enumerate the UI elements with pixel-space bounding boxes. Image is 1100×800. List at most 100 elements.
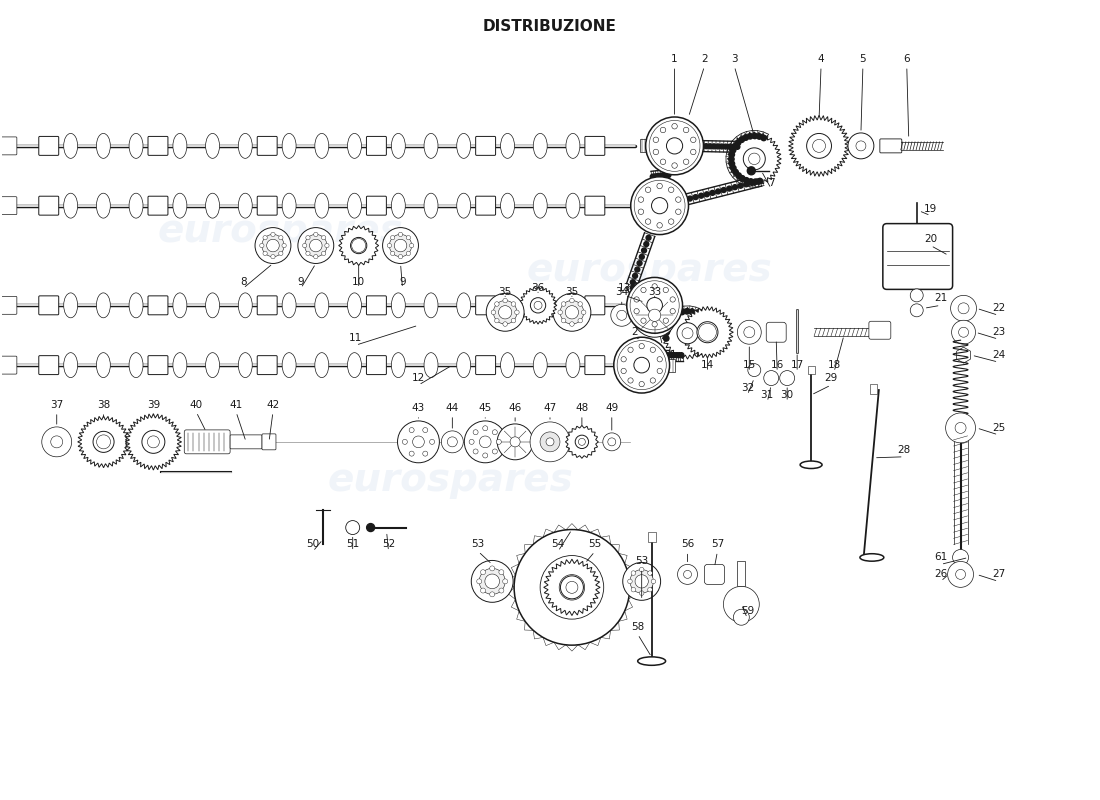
Circle shape — [736, 173, 741, 178]
Circle shape — [394, 239, 407, 252]
Circle shape — [668, 322, 672, 327]
Circle shape — [712, 144, 716, 149]
Circle shape — [702, 326, 713, 338]
Ellipse shape — [173, 194, 187, 218]
Circle shape — [664, 322, 670, 327]
Circle shape — [652, 284, 658, 289]
Circle shape — [142, 430, 165, 454]
Ellipse shape — [206, 194, 220, 218]
Circle shape — [473, 449, 478, 454]
Polygon shape — [957, 347, 970, 363]
Ellipse shape — [129, 293, 143, 318]
Circle shape — [730, 166, 736, 171]
Ellipse shape — [392, 194, 405, 218]
Circle shape — [646, 235, 651, 240]
Circle shape — [561, 302, 565, 306]
Circle shape — [946, 413, 976, 443]
Circle shape — [495, 318, 499, 323]
Circle shape — [481, 588, 485, 593]
Bar — [640, 139, 674, 152]
FancyBboxPatch shape — [262, 434, 276, 450]
Circle shape — [648, 587, 652, 592]
Circle shape — [749, 153, 760, 165]
Ellipse shape — [206, 134, 220, 158]
Text: 51: 51 — [346, 539, 360, 550]
Circle shape — [321, 251, 326, 255]
Circle shape — [503, 579, 508, 584]
FancyBboxPatch shape — [585, 196, 605, 215]
Circle shape — [486, 294, 524, 331]
Text: 49: 49 — [605, 403, 618, 413]
FancyBboxPatch shape — [585, 137, 605, 155]
Circle shape — [490, 592, 495, 597]
Ellipse shape — [500, 134, 515, 158]
Text: 23: 23 — [992, 327, 1005, 338]
Circle shape — [565, 306, 579, 319]
Text: 35: 35 — [498, 287, 512, 298]
Circle shape — [498, 306, 512, 319]
Circle shape — [724, 586, 759, 622]
FancyBboxPatch shape — [257, 137, 277, 155]
Circle shape — [734, 610, 749, 626]
Text: eurospares: eurospares — [527, 251, 772, 290]
Circle shape — [649, 309, 661, 322]
Polygon shape — [578, 525, 590, 532]
Circle shape — [947, 562, 974, 587]
Circle shape — [403, 439, 407, 444]
Circle shape — [638, 300, 642, 306]
Circle shape — [623, 562, 661, 600]
Ellipse shape — [282, 293, 296, 318]
Polygon shape — [789, 115, 849, 177]
Circle shape — [641, 318, 646, 323]
Circle shape — [412, 436, 425, 448]
Text: 29: 29 — [824, 373, 837, 383]
Text: 55: 55 — [588, 539, 602, 550]
Circle shape — [707, 144, 713, 149]
Circle shape — [704, 144, 708, 149]
Circle shape — [663, 326, 669, 331]
Circle shape — [639, 382, 645, 386]
FancyBboxPatch shape — [475, 137, 496, 155]
Circle shape — [397, 421, 439, 462]
Circle shape — [670, 297, 675, 302]
Circle shape — [739, 175, 745, 181]
Circle shape — [635, 574, 648, 588]
Ellipse shape — [97, 194, 110, 218]
Circle shape — [736, 140, 741, 146]
Circle shape — [540, 555, 604, 619]
Text: 38: 38 — [97, 400, 110, 410]
Circle shape — [409, 451, 415, 456]
Polygon shape — [534, 536, 543, 544]
Text: 35: 35 — [565, 287, 579, 298]
Circle shape — [670, 309, 675, 314]
Circle shape — [752, 179, 758, 185]
FancyBboxPatch shape — [39, 356, 58, 374]
Circle shape — [495, 302, 499, 306]
Circle shape — [733, 143, 738, 149]
Polygon shape — [601, 536, 610, 544]
Circle shape — [409, 427, 415, 433]
Circle shape — [693, 194, 698, 200]
Text: 15: 15 — [742, 360, 756, 370]
Circle shape — [702, 316, 707, 322]
Text: 14: 14 — [701, 360, 714, 370]
Circle shape — [262, 234, 284, 257]
Text: 21: 21 — [934, 294, 947, 303]
Circle shape — [634, 309, 639, 314]
Circle shape — [496, 439, 502, 444]
Circle shape — [666, 327, 671, 332]
Circle shape — [733, 185, 737, 190]
Polygon shape — [610, 544, 619, 554]
Circle shape — [406, 235, 410, 240]
Ellipse shape — [97, 293, 110, 318]
Circle shape — [698, 323, 716, 342]
Circle shape — [958, 303, 969, 314]
Circle shape — [694, 310, 700, 316]
Circle shape — [309, 239, 322, 252]
Circle shape — [512, 318, 516, 323]
Ellipse shape — [565, 293, 580, 318]
Circle shape — [683, 127, 689, 133]
Ellipse shape — [565, 194, 580, 218]
Polygon shape — [565, 523, 578, 530]
Text: 17: 17 — [791, 360, 804, 370]
